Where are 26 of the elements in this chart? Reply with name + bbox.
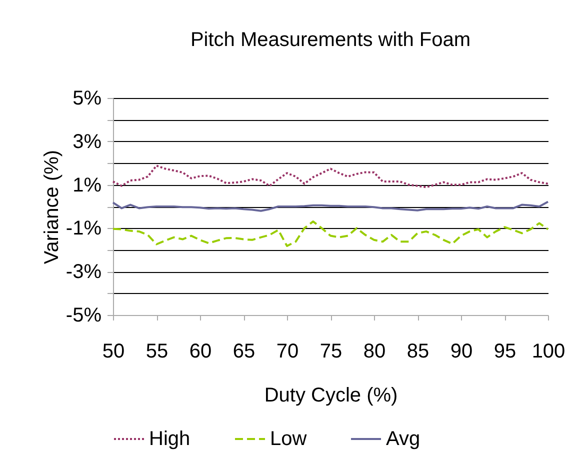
x-tick-label: 55 [146, 340, 168, 362]
legend-label: Low [270, 428, 308, 450]
x-tick-label: 85 [406, 340, 430, 362]
x-tick-label: 90 [450, 340, 473, 362]
line-series [112, 164, 549, 188]
legend-label: High [149, 428, 190, 450]
y-tick-label: -1% [66, 218, 102, 240]
line-series [112, 200, 549, 212]
x-tick-label: 80 [363, 340, 386, 362]
x-tick-label: 100 [532, 340, 566, 362]
x-tick-label: 60 [189, 340, 212, 362]
y-tick-label: 5% [72, 88, 102, 110]
line-series [112, 220, 549, 247]
y-tick-label: -3% [66, 261, 102, 284]
x-tick-label: 70 [276, 340, 299, 362]
x-tick-label: 95 [494, 340, 516, 362]
y-tick-label: 1% [72, 174, 102, 196]
x-axis-title: Duty Cycle (%) [264, 384, 398, 406]
y-tick-label: 3% [72, 130, 102, 153]
chart-title: Pitch Measurements with Foam [190, 29, 471, 51]
y-axis-title: Variance (%) [40, 150, 63, 264]
x-tick-label: 75 [320, 340, 342, 362]
legend-label: Avg [386, 428, 420, 450]
x-tick-label: 50 [102, 340, 125, 362]
x-tick-label: 65 [232, 340, 256, 362]
y-tick-label: -5% [66, 304, 102, 326]
